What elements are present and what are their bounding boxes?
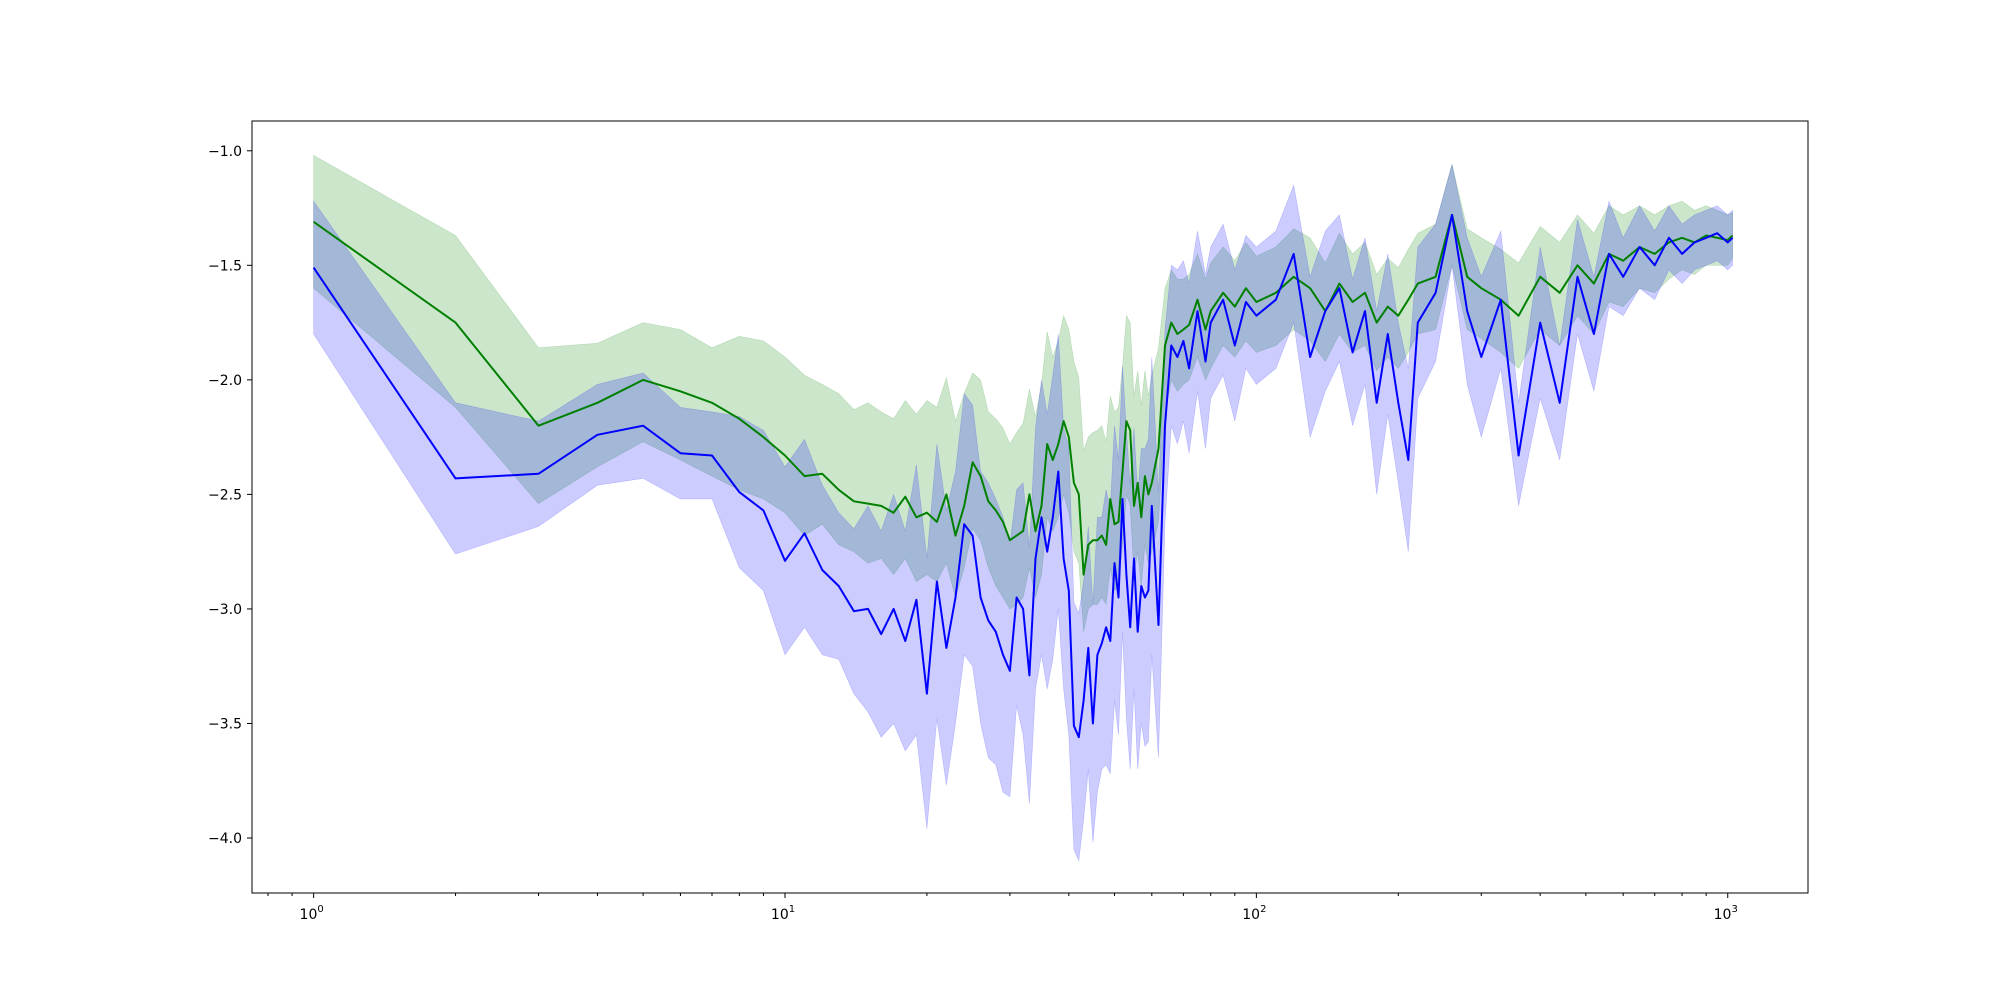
y-tick-label: −1.0 bbox=[208, 144, 242, 160]
x-tick-base: 10 bbox=[1242, 907, 1260, 923]
x-tick-label: 103 bbox=[1714, 904, 1738, 923]
x-tick-exponent: 0 bbox=[317, 904, 323, 915]
x-tick-label: 102 bbox=[1242, 904, 1266, 923]
series-1-band bbox=[313, 154, 1733, 632]
series-2-line bbox=[312, 213, 1734, 739]
x-tick-base: 10 bbox=[1714, 907, 1732, 923]
y-tick-label: −1.5 bbox=[208, 258, 242, 274]
y-tick-label: −3.5 bbox=[208, 716, 242, 732]
series-1-line bbox=[313, 213, 1734, 576]
x-axis: 100 101 102 103 bbox=[267, 893, 1738, 923]
x-tick-base: 10 bbox=[771, 907, 789, 923]
series-2-band bbox=[313, 164, 1733, 863]
plot-frame bbox=[251, 120, 1809, 894]
y-tick-label: −2.0 bbox=[208, 373, 242, 389]
series-lines bbox=[312, 213, 1734, 739]
confidence-bands bbox=[313, 154, 1733, 863]
y-tick-label: −2.5 bbox=[208, 487, 242, 503]
y-tick-label: −4.0 bbox=[208, 831, 242, 847]
x-tick-exponent: 3 bbox=[1731, 904, 1737, 915]
y-axis: −1.0 −1.5 −2.0 −2.5 −3.0 −3.5 −4.0 bbox=[208, 144, 252, 847]
x-tick-base: 10 bbox=[300, 907, 318, 923]
y-tick-label: −3.0 bbox=[208, 602, 242, 618]
x-tick-label: 101 bbox=[771, 904, 795, 923]
x-tick-exponent: 2 bbox=[1260, 904, 1266, 915]
x-tick-label: 100 bbox=[300, 904, 324, 923]
x-tick-exponent: 1 bbox=[789, 904, 795, 915]
